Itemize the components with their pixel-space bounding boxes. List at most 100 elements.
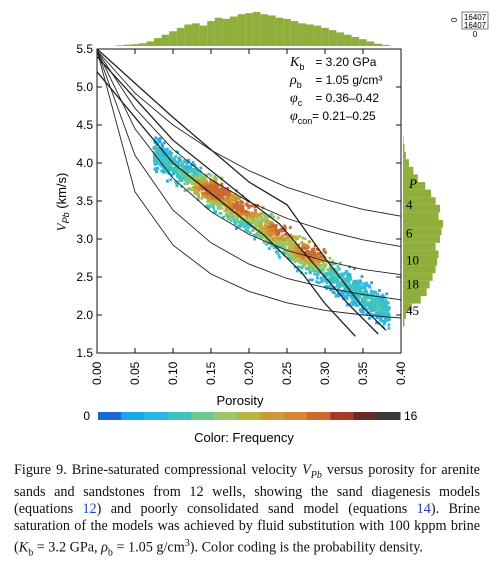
data-point [304, 271, 308, 275]
data-point [293, 256, 297, 260]
y-tick-label: 3.0 [76, 232, 93, 246]
data-point [382, 305, 386, 309]
parameter-label: φc = 0.36–0.42 [290, 91, 379, 108]
x-tick-label: 0.35 [356, 361, 370, 385]
caption-part: ) and poorly consolidated sand model (eq… [96, 500, 417, 517]
data-point [216, 189, 219, 193]
data-point [288, 246, 291, 250]
data-point [207, 192, 211, 196]
data-point [198, 187, 202, 190]
data-point [278, 236, 282, 240]
data-point [265, 219, 269, 222]
data-point [239, 225, 243, 228]
histogram-bar [146, 41, 154, 46]
data-point [214, 185, 217, 189]
data-point [320, 280, 324, 283]
data-point [182, 176, 186, 179]
data-point [223, 200, 227, 204]
data-point [176, 151, 180, 154]
data-point [196, 198, 200, 201]
x-tick-label: 0.25 [280, 361, 294, 385]
data-point [194, 184, 198, 188]
data-point [186, 171, 190, 175]
data-point [269, 214, 273, 218]
data-point [252, 212, 256, 216]
data-point [269, 228, 272, 231]
data-point [209, 183, 212, 187]
data-point [378, 301, 381, 305]
data-point [342, 277, 345, 281]
data-point [223, 187, 227, 191]
data-point [257, 213, 261, 217]
pressure-value: 45 [406, 303, 419, 318]
data-point [190, 173, 194, 177]
data-point [235, 196, 239, 200]
data-point [252, 233, 256, 237]
data-point [162, 141, 166, 145]
data-point [165, 157, 168, 161]
caption-part: V [302, 462, 311, 478]
data-point [246, 229, 250, 233]
data-point [290, 243, 294, 247]
data-point [343, 280, 347, 284]
data-point [316, 273, 320, 277]
data-point [244, 228, 248, 232]
data-point [325, 281, 329, 285]
data-point [360, 291, 364, 294]
data-point [206, 198, 210, 202]
data-point [376, 311, 379, 315]
x-tick-label: 0.10 [166, 361, 180, 385]
data-point [225, 190, 229, 193]
data-point [247, 206, 251, 210]
data-point [345, 303, 349, 307]
data-point [297, 260, 301, 264]
data-point [306, 257, 310, 261]
data-point [301, 236, 305, 240]
data-point [260, 229, 263, 233]
y-tick-label: 4.5 [76, 118, 93, 132]
velocity-histogram [403, 136, 443, 327]
data-point [183, 167, 186, 171]
data-point [345, 270, 349, 274]
data-point [183, 182, 187, 186]
data-point [337, 275, 340, 279]
data-point [282, 242, 286, 245]
data-point [304, 254, 308, 258]
histogram-bar [403, 144, 405, 152]
data-point [254, 209, 257, 213]
data-point [163, 154, 167, 158]
data-point [158, 161, 162, 165]
data-point [354, 288, 357, 292]
data-point [300, 261, 303, 264]
data-point [387, 323, 391, 327]
data-point [248, 219, 251, 223]
histogram-scale-box [461, 11, 489, 30]
histogram-bar [403, 174, 418, 182]
data-point [375, 313, 379, 317]
data-point [344, 277, 347, 281]
data-point [196, 191, 200, 194]
data-point [212, 206, 216, 210]
data-point [274, 224, 278, 227]
data-point [237, 213, 241, 217]
data-point [220, 206, 224, 210]
y-axis: 1.5 2.0 2.5 3.0 3.5 4.0 4.5 5.0 5.5 [76, 42, 401, 360]
data-point [258, 214, 261, 218]
data-point [217, 193, 220, 197]
data-point [363, 306, 366, 309]
data-point [216, 201, 220, 205]
data-point [247, 212, 251, 216]
data-point [354, 286, 358, 290]
data-point [323, 285, 327, 289]
x-tick-label: 0.20 [242, 361, 256, 385]
y-tick-label: 1.5 [76, 346, 93, 360]
data-point [333, 270, 337, 274]
data-point [275, 251, 279, 255]
data-point [176, 169, 180, 173]
data-point [262, 227, 266, 231]
caption-part: 12 [82, 500, 97, 517]
data-point [283, 224, 286, 228]
data-point [385, 317, 389, 321]
data-point [216, 204, 220, 208]
